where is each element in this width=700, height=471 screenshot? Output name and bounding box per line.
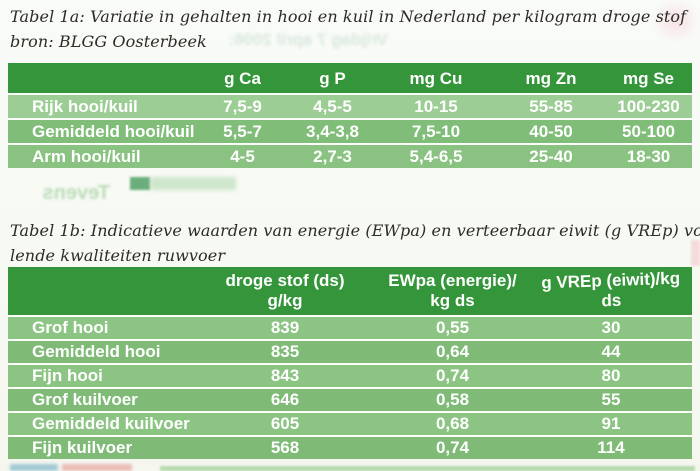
row-label: Rijk hooi/kuil	[8, 93, 195, 119]
cell: 91	[530, 411, 692, 436]
cell: 55	[530, 387, 692, 412]
cell: 55-85	[497, 93, 605, 119]
column-header-ewpa: EWpa (energie)/ kg ds	[375, 267, 530, 317]
cell: 30	[530, 315, 692, 340]
table-1b-caption-line2: lende kwaliteiten ruwvoer	[10, 246, 226, 265]
table-row: Arm hooi/kuil 4-5 2,7-3 5,4-6,5 25-40 18…	[8, 143, 692, 168]
cell: 0,68	[375, 411, 530, 436]
table-1a-caption: Tabel 1a: Variatie in gehalten in hooi e…	[10, 7, 687, 26]
scan-artifact-green-trail	[150, 177, 236, 190]
column-header-mg-cu: mg Cu	[375, 63, 497, 95]
cell: 2,7-3	[290, 143, 375, 168]
cell: 18-30	[605, 143, 692, 168]
header-line2: kg ds	[430, 291, 475, 310]
header-line1: droge stof (ds)	[225, 271, 345, 290]
cell: 568	[195, 435, 375, 459]
table-1b: droge stof (ds) g/kg EWpa (energie)/ kg …	[8, 267, 692, 459]
scan-artifact-pink-blob	[62, 464, 132, 471]
cell: 0,58	[375, 387, 530, 412]
table-row: Gemiddeld kuilvoer 605 0,68 91	[8, 411, 692, 436]
header-line1: EWpa (energie)/	[388, 271, 517, 290]
row-label: Grof kuilvoer	[8, 387, 195, 412]
cell: 25-40	[497, 143, 605, 168]
header-spacer	[8, 267, 195, 317]
table-1b-header-row: droge stof (ds) g/kg EWpa (energie)/ kg …	[8, 267, 692, 317]
table-1a: g Ca g P mg Cu mg Zn mg Se Rijk hooi/kui…	[8, 63, 692, 168]
cell: 7,5-10	[375, 118, 497, 144]
cell: 80	[530, 363, 692, 388]
cell: 40-50	[497, 118, 605, 144]
cell: 4-5	[195, 143, 290, 168]
column-header-droge-stof: droge stof (ds) g/kg	[195, 267, 375, 317]
table-1a-source: bron: BLGG Oosterbeek	[10, 32, 207, 51]
table-row: Fijn hooi 843 0,74 80	[8, 363, 692, 388]
row-label: Gemiddeld hooi	[8, 339, 195, 364]
table-row: Gemiddeld hooi/kuil 5,5-7 3,4-3,8 7,5-10…	[8, 118, 692, 144]
column-header-mg-zn: mg Zn	[497, 63, 605, 95]
cell: 10-15	[375, 93, 497, 119]
row-label: Gemiddeld hooi/kuil	[8, 118, 195, 144]
header-spacer	[8, 63, 195, 95]
table-row: Gemiddeld hooi 835 0,64 44	[8, 339, 692, 364]
table-1b-caption-line1: Tabel 1b: Indicatieve waarden van energi…	[10, 221, 700, 240]
header-line1: g VREp (eiwit)/kg ds	[540, 268, 681, 311]
cell: 5,5-7	[195, 118, 290, 144]
column-header-mg-se: mg Se	[605, 63, 692, 95]
table-row: Fijn kuilvoer 568 0,74 114	[8, 435, 692, 459]
table-row: Grof kuilvoer 646 0,58 55	[8, 387, 692, 412]
cell: 0,74	[375, 363, 530, 388]
cell: 100-230	[605, 93, 692, 119]
row-label: Arm hooi/kuil	[8, 143, 195, 168]
cell: 843	[195, 363, 375, 388]
cell: 0,74	[375, 435, 530, 459]
cell: 646	[195, 387, 375, 412]
cell: 114	[530, 435, 692, 459]
scan-artifact-teal-blob	[10, 464, 58, 471]
scan-artifact-green-strip	[160, 466, 695, 471]
cell: 7,5-9	[195, 93, 290, 119]
row-label: Fijn kuilvoer	[8, 435, 195, 459]
cell: 839	[195, 315, 375, 340]
cell: 0,64	[375, 339, 530, 364]
scan-artifact-ghost-tevens: Tevens	[42, 182, 110, 204]
cell: 5,4-6,5	[375, 143, 497, 168]
table-row: Rijk hooi/kuil 7,5-9 4,5-5 10-15 55-85 1…	[8, 93, 692, 119]
row-label: Gemiddeld kuilvoer	[8, 411, 195, 436]
cell: 3,4-3,8	[290, 118, 375, 144]
scan-artifact-pink-tint-right	[691, 240, 700, 266]
cell: 4,5-5	[290, 93, 375, 119]
row-label: Grof hooi	[8, 315, 195, 340]
column-header-g-p: g P	[290, 63, 375, 95]
header-line2: g/kg	[267, 291, 303, 310]
cell: 0,55	[375, 315, 530, 340]
column-header-vrep: g VREp (eiwit)/kg ds	[530, 267, 692, 317]
cell: 605	[195, 411, 375, 436]
cell: 835	[195, 339, 375, 364]
table-row: Grof hooi 839 0,55 30	[8, 315, 692, 340]
scan-artifact-green-mark	[130, 177, 150, 190]
cell: 44	[530, 339, 692, 364]
table-1a-header-row: g Ca g P mg Cu mg Zn mg Se	[8, 63, 692, 95]
cell: 50-100	[605, 118, 692, 144]
column-header-g-ca: g Ca	[195, 63, 290, 95]
row-label: Fijn hooi	[8, 363, 195, 388]
